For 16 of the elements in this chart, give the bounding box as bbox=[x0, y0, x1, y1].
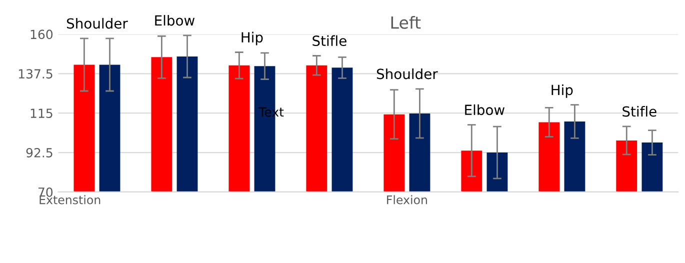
text: Extenstion bbox=[40, 195, 100, 204]
text: Flexion bbox=[387, 195, 427, 204]
x-tick-label: Shoulder bbox=[376, 68, 438, 80]
y-tick-label: 70 bbox=[38, 187, 53, 197]
x-tick-label: Stifle bbox=[312, 35, 346, 46]
x-tick-label: Shoulder bbox=[66, 18, 128, 29]
y-tick-label: 115 bbox=[30, 108, 52, 118]
x-tick-label: Hip bbox=[552, 84, 573, 98]
x-tick-label: Hip bbox=[242, 32, 263, 46]
x-tick-label: Stifle bbox=[622, 106, 656, 117]
y-tick-label: 160 bbox=[30, 30, 53, 40]
y-tick-label: 92.5 bbox=[26, 148, 52, 158]
x-tick-label: Elbow bbox=[155, 14, 195, 26]
x-tick-label: Elbow bbox=[465, 104, 504, 116]
chart-title: Left bbox=[391, 16, 421, 29]
y-tick-label: 137.5 bbox=[18, 69, 52, 79]
